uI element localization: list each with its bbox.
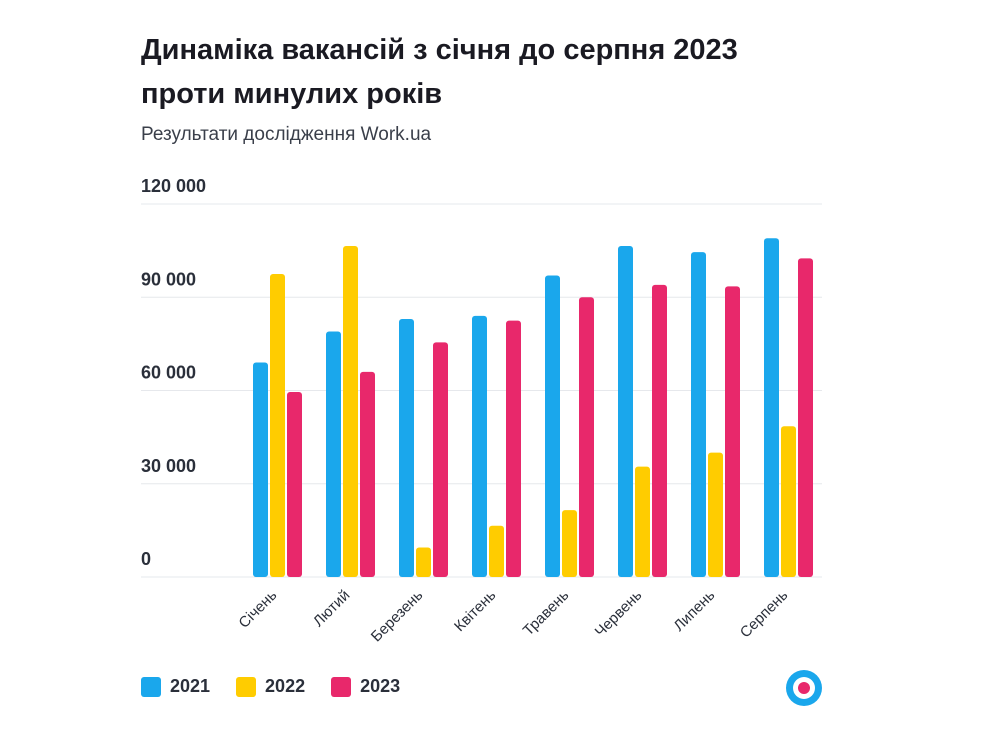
bar-2021: [399, 319, 414, 577]
bar-2021: [253, 362, 268, 577]
bar-2023: [579, 297, 594, 577]
legend-item-2023: 2023: [331, 676, 400, 697]
bar-2022: [781, 426, 796, 577]
legend-item-2022: 2022: [236, 676, 305, 697]
chart-legend: 2021 2022 2023: [141, 676, 426, 697]
bar-2021: [764, 238, 779, 578]
x-tick-label: Квітень: [451, 587, 499, 635]
x-tick-label: Липень: [670, 587, 718, 635]
bar-2023: [506, 320, 521, 577]
chart-title: Динаміка вакансій з січня до серпня 2023…: [141, 28, 861, 116]
y-tick-label: 60 000: [141, 363, 196, 383]
logo-center-dot: [798, 682, 810, 694]
work-ua-logo-icon: [786, 670, 822, 706]
y-tick-label: 30 000: [141, 456, 196, 476]
bar-2022: [562, 510, 577, 577]
y-tick-label: 90 000: [141, 269, 196, 289]
bar-2021: [472, 315, 487, 577]
legend-item-2021: 2021: [141, 676, 210, 697]
bar-2022: [343, 245, 358, 577]
chart-title-line-2: проти минулих років: [141, 78, 443, 110]
legend-swatch-2022: [236, 676, 257, 697]
bar-2021: [545, 275, 560, 577]
x-tick-label: Лютий: [310, 587, 353, 630]
legend-label-2021: 2021: [170, 676, 211, 696]
legend-label-2023: 2023: [360, 676, 401, 696]
legend-swatch-2021: [141, 676, 161, 697]
bar-2022: [635, 466, 650, 577]
x-tick-label: Січень: [235, 587, 280, 632]
x-tick-label: Червень: [592, 587, 646, 641]
bar-2022: [489, 525, 504, 577]
chart-title-line-1: Динаміка вакансій з січня до серпня 2023: [141, 34, 738, 66]
y-tick-label: 120 000: [141, 176, 206, 196]
x-tick-label: Серпень: [737, 587, 792, 642]
bar-2023: [652, 284, 667, 577]
x-tick-label: Березень: [368, 587, 427, 646]
bar-2022: [416, 547, 431, 577]
chart-subtitle: Результати дослідження Work.ua: [141, 124, 432, 145]
legend-swatch-2023: [331, 676, 352, 697]
y-tick-label: 0: [141, 549, 151, 569]
bar-2021: [326, 331, 341, 577]
bar-2023: [360, 371, 375, 577]
bar-2023: [725, 286, 740, 577]
bar-chart: 0 30 000 60 000 90 000 120 000 Січень Лютий Бер…: [141, 176, 822, 646]
legend-label-2022: 2022: [265, 676, 306, 696]
bar-2021: [618, 245, 633, 577]
bar-2022: [708, 452, 723, 577]
bar-2021: [691, 252, 706, 577]
bar-2023: [798, 258, 813, 577]
bar-2023: [433, 342, 448, 577]
bar-2022: [270, 273, 285, 577]
bar-2023: [287, 392, 302, 577]
x-tick-label: Травень: [520, 587, 573, 640]
